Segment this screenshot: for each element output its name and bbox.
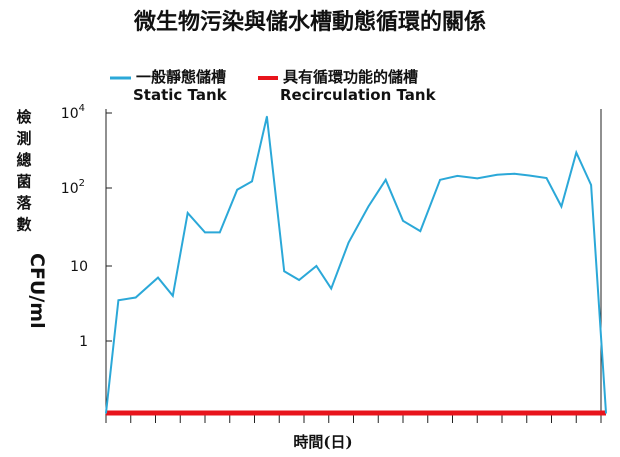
data-point-static <box>528 174 530 177</box>
y-axis-title: 檢測總菌落數 CFU/ml <box>16 108 48 329</box>
data-point-static <box>298 279 300 281</box>
y-axis-label: 檢測總菌落數 <box>16 108 32 234</box>
series-layer <box>105 115 607 416</box>
data-point-static <box>204 231 206 234</box>
data-point-static <box>384 179 387 181</box>
data-point-static <box>545 177 548 179</box>
data-point-static <box>283 270 286 273</box>
data-point-static <box>172 295 174 297</box>
data-point-static <box>575 151 578 154</box>
data-point-static <box>117 299 120 302</box>
legend: 一般靜態儲槽 Static Tank 具有循環功能的儲槽 Recirculati… <box>110 68 437 104</box>
data-point-static <box>134 296 137 299</box>
data-point-static <box>347 241 350 244</box>
data-point-static <box>251 180 253 183</box>
y-axis-unit: CFU/ml <box>26 253 48 329</box>
legend-label-recirculation-zh: 具有循環功能的儲槽 <box>283 68 418 86</box>
legend-label-recirculation-en: Recirculation Tank <box>280 86 437 104</box>
data-point-static <box>476 177 479 180</box>
x-ticks <box>105 415 602 423</box>
data-point-static <box>605 412 607 414</box>
chart-title: 微生物污染與儲水槽動態循環的關係 <box>133 9 486 35</box>
data-point-static <box>186 212 189 214</box>
data-point-static <box>266 115 268 118</box>
data-point-static <box>402 220 404 222</box>
data-point-static <box>560 205 563 208</box>
data-point-static <box>439 179 441 181</box>
data-point-static <box>330 287 333 290</box>
data-point-static <box>105 412 107 414</box>
y-tick-label: 10 <box>70 259 88 275</box>
legend-label-static-en: Static Tank <box>133 86 228 104</box>
y-tick-label: 104 <box>61 103 85 122</box>
y-ticks: 1 10 102 104 <box>61 103 112 350</box>
data-point-static <box>315 265 318 267</box>
y-tick-label: 102 <box>61 178 85 197</box>
series-line-static <box>105 116 607 414</box>
data-point-static <box>367 205 370 208</box>
data-point-static <box>236 188 238 191</box>
x-axis-label: 時間(日) <box>293 433 352 451</box>
legend-label-static-zh: 一般靜態儲槽 <box>136 68 226 86</box>
data-point-static <box>419 230 422 232</box>
data-point-static <box>513 172 516 175</box>
data-point-static <box>157 276 159 279</box>
data-point-static <box>496 174 498 176</box>
data-point-static <box>219 231 221 234</box>
y-tick-label: 1 <box>79 334 88 350</box>
data-point-static <box>456 175 459 177</box>
data-point-static <box>590 184 592 186</box>
